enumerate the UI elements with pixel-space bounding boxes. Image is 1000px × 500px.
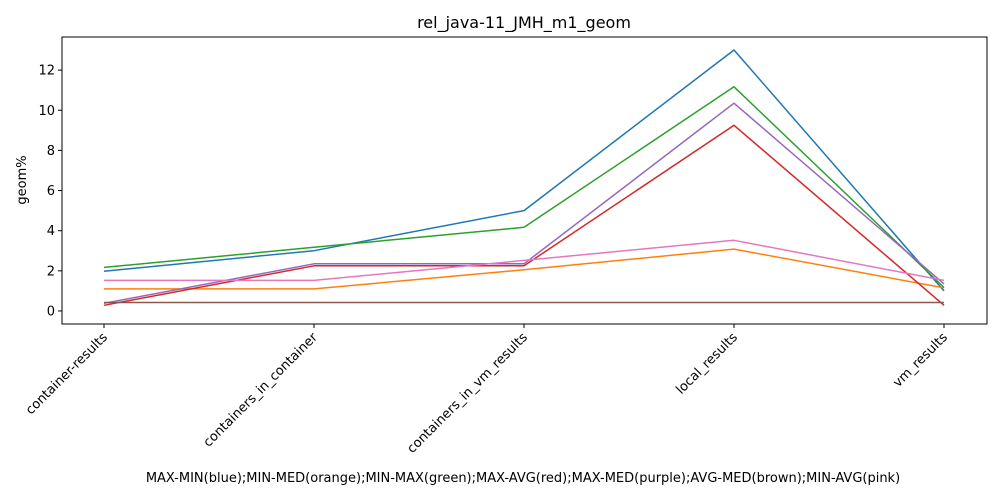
- chart-title: rel_java-11_JMH_m1_geom: [417, 13, 631, 33]
- x-axis-label: MAX-MIN(blue);MIN-MED(orange);MIN-MAX(gr…: [146, 471, 900, 486]
- y-tick-label: 8: [47, 144, 55, 159]
- series-line-7: [104, 239, 945, 282]
- y-tick-label: 2: [47, 264, 55, 279]
- series-line-3: [103, 86, 945, 289]
- y-tick-label: 0: [47, 304, 55, 319]
- x-tick-label: containers_in_container: [201, 330, 322, 451]
- y-tick-label: 12: [38, 64, 55, 79]
- x-tick-label: containers_in_vm_results: [405, 330, 531, 456]
- y-axis: 0 2 4 6 8 10 12: [38, 64, 62, 319]
- plot-lines: [103, 49, 945, 307]
- x-tick-label: vm_results: [890, 330, 951, 391]
- y-tick-label: 4: [47, 224, 55, 239]
- series-line-5: [103, 102, 945, 305]
- y-tick-label: 10: [38, 104, 55, 119]
- y-tick-label: 6: [47, 184, 55, 199]
- series-line-1: [103, 49, 945, 292]
- series-line-4: [103, 124, 945, 307]
- series-line-2: [104, 248, 945, 290]
- x-tick-label: local_results: [673, 330, 741, 398]
- x-tick-label: container-results: [23, 330, 111, 418]
- y-axis-label: geom%: [15, 155, 30, 204]
- x-axis: container-results containers_in_container…: [23, 324, 951, 457]
